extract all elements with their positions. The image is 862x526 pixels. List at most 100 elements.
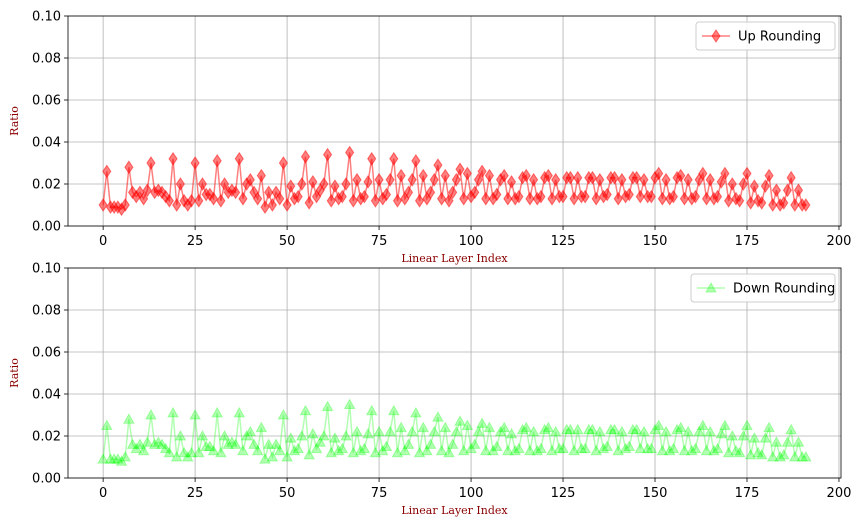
data-point xyxy=(593,425,606,437)
data-point xyxy=(602,187,612,202)
data-point xyxy=(389,151,399,166)
data-point xyxy=(444,193,454,208)
data-point xyxy=(786,170,796,185)
data-point xyxy=(186,193,197,208)
data-point xyxy=(801,198,811,212)
data-point xyxy=(481,191,491,206)
data-point xyxy=(698,166,708,181)
y-tick-label: 0.10 xyxy=(32,10,61,25)
legend-label: Down Rounding xyxy=(733,282,835,297)
data-point xyxy=(573,170,583,185)
data-point xyxy=(494,425,507,437)
data-point xyxy=(410,406,422,418)
data-point xyxy=(185,446,198,458)
data-point xyxy=(660,425,672,437)
data-point xyxy=(398,444,411,456)
y-tick-label: 0.00 xyxy=(32,472,61,487)
data-point xyxy=(413,446,426,458)
data-point xyxy=(208,191,219,206)
data-point xyxy=(749,179,759,194)
data-point xyxy=(395,421,408,433)
data-point xyxy=(668,189,679,204)
data-point xyxy=(286,179,296,194)
legend-box xyxy=(695,21,836,51)
data-point xyxy=(406,425,419,437)
data-point xyxy=(646,189,656,204)
data-point xyxy=(230,185,241,200)
data-point xyxy=(310,442,323,454)
x-tick-label: 25 xyxy=(187,234,204,249)
data-point xyxy=(639,172,649,187)
data-point xyxy=(506,174,517,189)
data-point xyxy=(671,423,683,435)
data-point xyxy=(689,442,702,454)
data-point xyxy=(219,177,230,191)
data-point xyxy=(139,191,149,206)
data-point xyxy=(582,423,595,435)
data-point xyxy=(568,444,580,456)
legend-marker xyxy=(705,281,717,293)
x-tick-label: 75 xyxy=(371,486,388,501)
data-point xyxy=(322,147,333,162)
data-point xyxy=(459,191,469,206)
data-point xyxy=(123,413,135,424)
data-point xyxy=(501,444,514,456)
data-point xyxy=(645,442,658,454)
data-point xyxy=(516,423,529,435)
data-point xyxy=(256,168,266,183)
data-point xyxy=(363,174,373,189)
data-point xyxy=(329,432,341,443)
data-point xyxy=(735,193,745,208)
data-point xyxy=(704,425,717,437)
data-point xyxy=(580,189,590,204)
data-point xyxy=(277,408,290,420)
data-point xyxy=(654,166,664,181)
data-point xyxy=(465,442,477,454)
data-point xyxy=(472,425,485,437)
legend: Down Rounding xyxy=(690,273,836,303)
data-point xyxy=(159,442,172,454)
data-point xyxy=(760,179,770,194)
data-point xyxy=(376,444,389,456)
data-point xyxy=(120,198,130,212)
data-point xyxy=(192,446,205,458)
data-point xyxy=(297,177,307,191)
data-point xyxy=(461,419,474,430)
data-point xyxy=(124,160,134,175)
data-point xyxy=(112,453,124,464)
data-point xyxy=(733,446,746,458)
data-point xyxy=(115,455,128,466)
data-point xyxy=(597,442,610,454)
data-point xyxy=(679,191,690,206)
data-point xyxy=(172,198,182,212)
data-point xyxy=(719,419,731,430)
y-tick-label: 0.02 xyxy=(32,178,61,193)
data-point xyxy=(774,450,786,462)
data-point xyxy=(190,156,200,170)
data-point xyxy=(262,438,275,449)
data-point xyxy=(385,172,395,187)
data-point xyxy=(513,442,525,454)
data-point xyxy=(586,423,599,435)
data-point xyxy=(336,442,349,454)
data-point xyxy=(755,448,768,460)
chart-panel-2: 0 25 50 75 100 125 150 175 200 0.00 0.02 0.04 0.06 0.… xyxy=(8,262,851,518)
data-point xyxy=(627,423,639,435)
data-point xyxy=(137,444,150,456)
data-point xyxy=(564,423,577,435)
axes-frame xyxy=(67,15,842,227)
data-point xyxy=(771,183,782,198)
data-point xyxy=(682,425,694,437)
data-point xyxy=(418,168,428,183)
data-point xyxy=(308,174,318,189)
data-point xyxy=(238,191,248,206)
data-point xyxy=(424,438,437,449)
data-point xyxy=(693,425,706,437)
data-point xyxy=(683,172,693,187)
data-point xyxy=(373,425,385,437)
data-point xyxy=(351,425,363,437)
data-point xyxy=(529,172,539,187)
data-point xyxy=(266,450,279,462)
data-point xyxy=(448,185,458,200)
data-point xyxy=(260,200,270,215)
